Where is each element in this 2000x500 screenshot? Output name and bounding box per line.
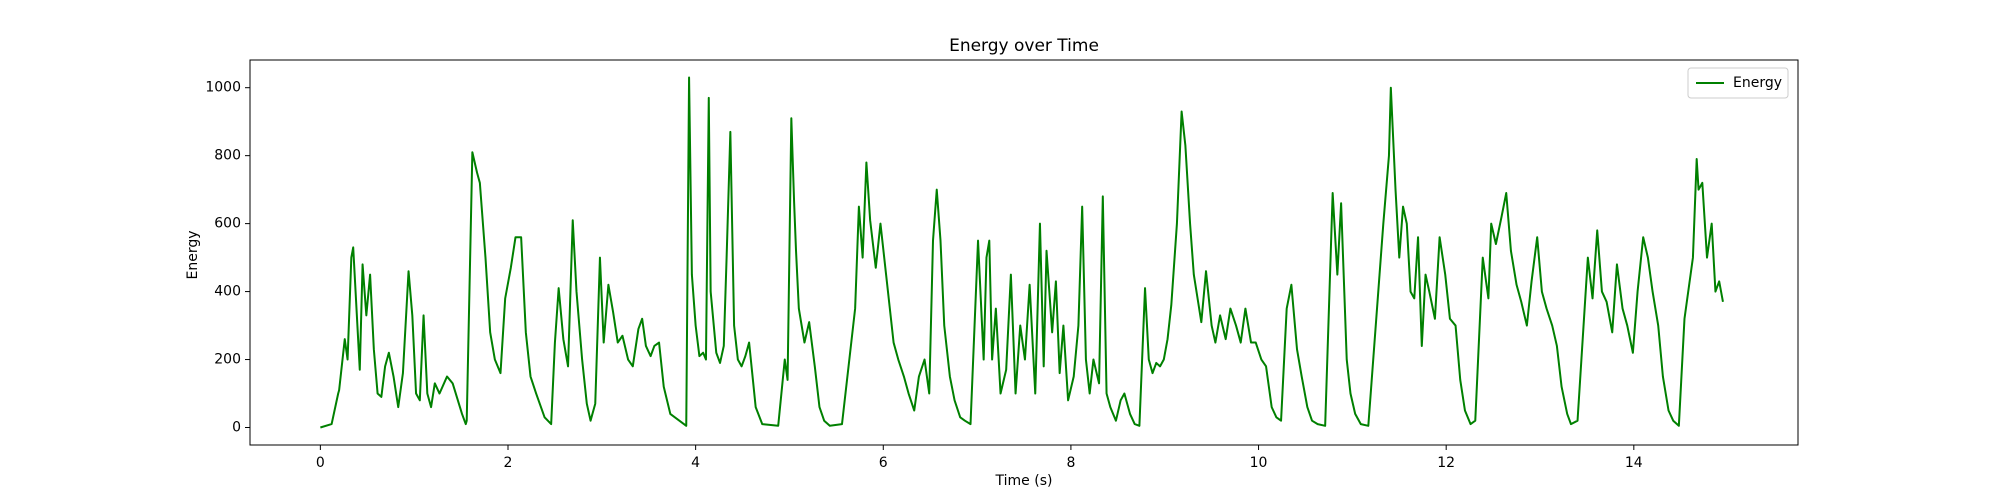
x-tick-label: 4 [691,455,700,471]
plot-frame [249,59,1799,446]
legend-label: Energy [1733,75,1782,91]
y-tick-label: 1000 [205,80,241,96]
x-tick-label: 10 [1250,455,1268,471]
x-tick-label: 2 [504,455,513,471]
y-tick-label: 400 [214,284,241,300]
x-tick-label: 8 [1066,455,1075,471]
x-tick-label: 14 [1625,455,1643,471]
x-tick-label: 12 [1437,455,1455,471]
y-axis-label: Energy [185,230,201,279]
x-axis-label: Time (s) [995,473,1053,489]
x-tick-label: 0 [316,455,325,471]
y-tick-label: 200 [214,352,241,368]
legend-box [1687,67,1789,99]
y-tick-label: 0 [232,420,241,436]
x-tick-label: 6 [879,455,888,471]
line [320,76,1724,429]
chart-title: Energy over Time [949,36,1099,56]
y-tick-label: 800 [214,148,241,164]
y-tick-label: 600 [214,216,241,232]
